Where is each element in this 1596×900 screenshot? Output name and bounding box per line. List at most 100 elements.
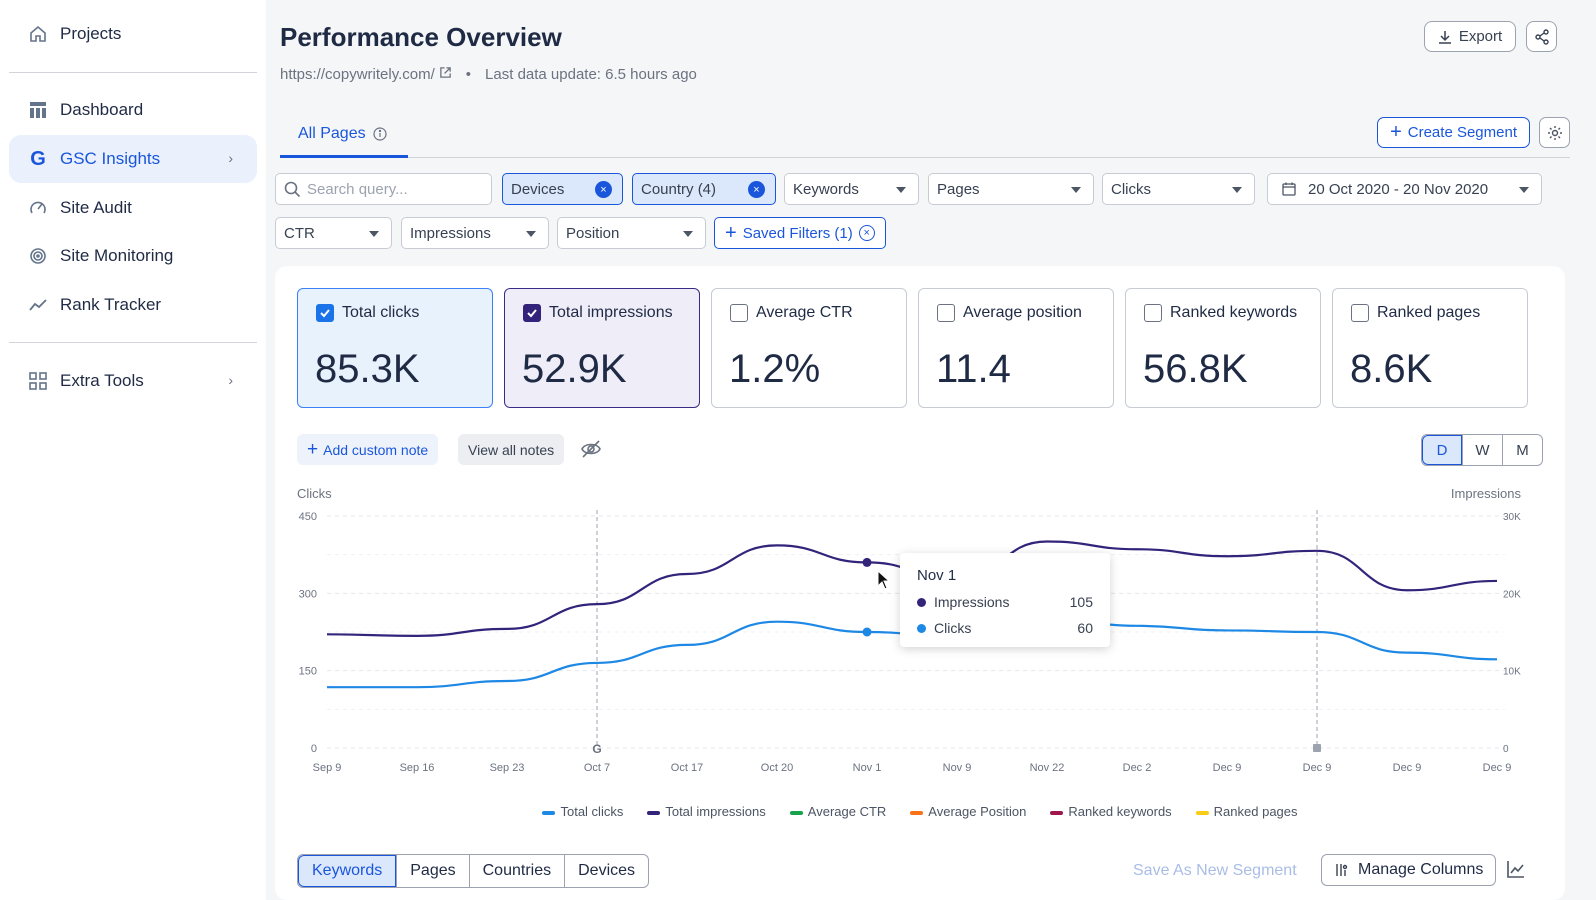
metric-total-impressions[interactable]: Total impressions 52.9K: [504, 288, 700, 408]
legend-item[interactable]: Total clicks: [542, 804, 623, 819]
main-content: Performance Overview https://copywritely…: [266, 0, 1596, 900]
clicks-dropdown[interactable]: Clicks: [1102, 173, 1255, 205]
granularity-month[interactable]: M: [1502, 435, 1542, 465]
sidebar-item-label: Rank Tracker: [60, 295, 162, 314]
chart-legend: Total clicks Total impressions Average CTR…: [275, 804, 1565, 819]
bottom-tabs: Keywords Pages Countries Devices: [297, 854, 650, 888]
view-notes-label: View all notes: [468, 441, 555, 458]
y-axis-title: Clicks: [297, 486, 332, 501]
dashboard-icon: [27, 99, 49, 121]
segment-settings-button[interactable]: [1539, 117, 1570, 148]
close-icon[interactable]: ×: [595, 181, 612, 198]
devices-chip-label: Devices: [511, 180, 565, 198]
tooltip-row-label: Clicks: [934, 620, 972, 636]
y-tick-label: 300: [299, 588, 317, 600]
y-tick-label: 0: [311, 743, 317, 755]
chart-settings-icon[interactable]: [1505, 858, 1527, 880]
checkbox-checked[interactable]: [523, 304, 541, 322]
x-tick-label: Sep 9: [313, 762, 342, 774]
create-segment-button[interactable]: + Create Segment: [1377, 117, 1530, 148]
metric-value: 56.8K: [1143, 347, 1248, 391]
legend-item[interactable]: Ranked keywords: [1050, 804, 1172, 819]
search-input[interactable]: Search query...: [275, 173, 492, 205]
chevron-right-icon: ›: [228, 372, 233, 388]
legend-swatch: [1195, 810, 1209, 815]
sidebar-item-gsc-insights[interactable]: G GSC Insights ›: [9, 135, 257, 183]
y2-tick-label: 0: [1503, 744, 1509, 755]
tooltip-row-clicks: Clicks 60: [917, 620, 1093, 636]
checkbox[interactable]: [730, 304, 748, 322]
date-range-picker[interactable]: 20 Oct 2020 - 20 Nov 2020: [1267, 173, 1542, 205]
checkbox[interactable]: [1351, 304, 1369, 322]
sidebar-item-rank-tracker[interactable]: Rank Tracker: [9, 281, 257, 329]
saved-filters-button[interactable]: + Saved Filters (1) ×: [714, 217, 886, 249]
view-all-notes-button[interactable]: View all notes: [458, 434, 565, 465]
metric-ranked-pages[interactable]: Ranked pages 8.6K: [1332, 288, 1528, 408]
legend-item[interactable]: Total impressions: [647, 804, 766, 819]
checkbox-checked[interactable]: [316, 304, 334, 322]
save-as-segment-button[interactable]: Save As New Segment: [1133, 862, 1297, 879]
manage-columns-button[interactable]: Manage Columns: [1321, 854, 1497, 886]
legend-label: Average CTR: [807, 804, 887, 819]
y2-tick-label: 20K: [1503, 589, 1521, 600]
granularity-day[interactable]: D: [1422, 435, 1462, 465]
tab-devices[interactable]: Devices: [564, 855, 648, 887]
legend-item[interactable]: Ranked pages: [1195, 804, 1298, 819]
granularity-week[interactable]: W: [1462, 435, 1502, 465]
checkbox[interactable]: [937, 304, 955, 322]
sidebar-item-site-audit[interactable]: Site Audit: [9, 184, 257, 232]
tab-countries[interactable]: Countries: [468, 855, 564, 887]
close-icon[interactable]: ×: [748, 181, 765, 198]
site-url-link[interactable]: https://copywritely.com/: [280, 66, 435, 83]
devices-filter-chip[interactable]: Devices ×: [502, 173, 623, 205]
tooltip-row-value: 105: [1069, 594, 1093, 610]
clicks-dropdown-label: Clicks: [1111, 180, 1151, 198]
sidebar-item-label: GSC Insights: [60, 149, 161, 168]
share-button[interactable]: [1526, 21, 1557, 52]
google-update-marker: G: [592, 742, 601, 756]
external-link-icon[interactable]: [439, 66, 452, 83]
add-custom-note-button[interactable]: + Add custom note: [297, 434, 439, 465]
metric-value: 1.2%: [729, 347, 821, 391]
metric-value: 8.6K: [1350, 347, 1433, 391]
sidebar-item-extra-tools[interactable]: Extra Tools ›: [9, 357, 257, 405]
caret-down-icon: [896, 187, 906, 193]
country-filter-chip[interactable]: Country (4) ×: [632, 173, 776, 205]
tab-keywords[interactable]: Keywords: [298, 855, 397, 887]
chart-tooltip: Nov 1 Impressions 105 Clicks 60: [900, 553, 1110, 647]
metric-value: 52.9K: [522, 347, 627, 391]
caret-down-icon: [1232, 187, 1242, 193]
page-tabs: All Pages + Create Segment: [280, 112, 1570, 158]
gear-icon: [1547, 125, 1562, 140]
export-button[interactable]: Export: [1424, 21, 1516, 52]
metric-label: Ranked pages: [1377, 304, 1481, 321]
date-range-label: 20 Oct 2020 - 20 Nov 2020: [1308, 180, 1489, 198]
tab-all-pages[interactable]: All Pages: [280, 112, 408, 158]
legend-item[interactable]: Average Position: [910, 804, 1026, 819]
sidebar-item-site-monitoring[interactable]: Site Monitoring: [9, 232, 257, 280]
metric-label: Average position: [963, 304, 1082, 321]
home-icon: [27, 23, 49, 45]
tab-pages[interactable]: Pages: [396, 855, 468, 887]
impressions-dropdown[interactable]: Impressions: [401, 217, 549, 249]
monitor-icon: [27, 245, 49, 267]
checkbox[interactable]: [1144, 304, 1162, 322]
metric-average-ctr[interactable]: Average CTR 1.2%: [711, 288, 907, 408]
info-icon[interactable]: [372, 126, 387, 141]
close-icon[interactable]: ×: [858, 225, 875, 241]
ctr-dropdown[interactable]: CTR: [275, 217, 392, 249]
metric-total-clicks[interactable]: Total clicks 85.3K: [297, 288, 493, 408]
sidebar-item-projects[interactable]: Projects: [9, 10, 257, 58]
impressions-point: [862, 557, 872, 567]
metric-ranked-keywords[interactable]: Ranked keywords 56.8K: [1125, 288, 1321, 408]
legend-item[interactable]: Average CTR: [789, 804, 887, 819]
metric-average-position[interactable]: Average position 11.4: [918, 288, 1114, 408]
legend-label: Ranked pages: [1213, 804, 1298, 819]
add-note-label: Add custom note: [323, 441, 429, 458]
position-dropdown[interactable]: Position: [557, 217, 706, 249]
keywords-dropdown[interactable]: Keywords: [784, 173, 919, 205]
caret-down-icon: [1519, 187, 1529, 193]
sidebar-item-dashboard[interactable]: Dashboard: [9, 86, 257, 134]
pages-dropdown[interactable]: Pages: [928, 173, 1094, 205]
eye-off-icon[interactable]: [580, 438, 602, 460]
